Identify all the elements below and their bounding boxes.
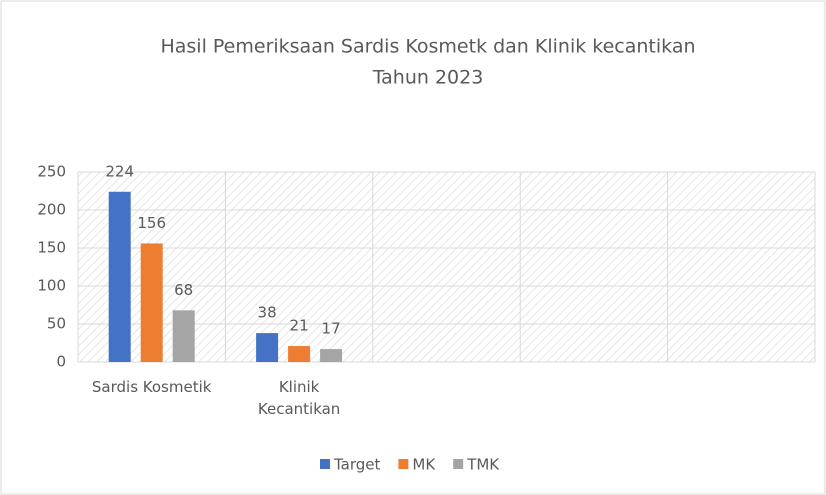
legend-label: Target xyxy=(333,456,381,474)
legend-swatch xyxy=(453,459,464,469)
chart-title: Tahun 2023 xyxy=(372,67,484,89)
data-label: 156 xyxy=(137,214,166,232)
bar xyxy=(320,349,343,362)
bar xyxy=(256,333,279,362)
data-label: 38 xyxy=(258,304,277,322)
chart-title: Hasil Pemeriksaan Sardis Kosmetk dan Kli… xyxy=(160,36,695,58)
data-label: 68 xyxy=(174,281,193,299)
y-tick-label: 150 xyxy=(37,239,66,257)
legend-label: TMK xyxy=(466,456,500,474)
legend-swatch xyxy=(398,459,409,469)
y-tick-label: 0 xyxy=(56,353,66,371)
y-tick-label: 50 xyxy=(47,315,66,333)
legend-label: MK xyxy=(412,456,436,474)
x-tick-label: Klinik Kecantikan xyxy=(257,378,341,418)
legend-swatch xyxy=(320,459,330,469)
data-label: 17 xyxy=(322,320,341,338)
x-tick-label: Sardis Kosmetik xyxy=(91,378,212,396)
bar xyxy=(172,310,195,362)
bar xyxy=(108,191,131,362)
data-label: 21 xyxy=(290,317,309,335)
y-tick-label: 200 xyxy=(37,201,66,219)
bar xyxy=(140,243,163,362)
y-tick-label: 100 xyxy=(37,277,66,295)
data-label: 224 xyxy=(105,162,134,180)
y-tick-label: 250 xyxy=(37,163,66,181)
bar xyxy=(288,346,311,362)
plot-area xyxy=(78,172,815,362)
